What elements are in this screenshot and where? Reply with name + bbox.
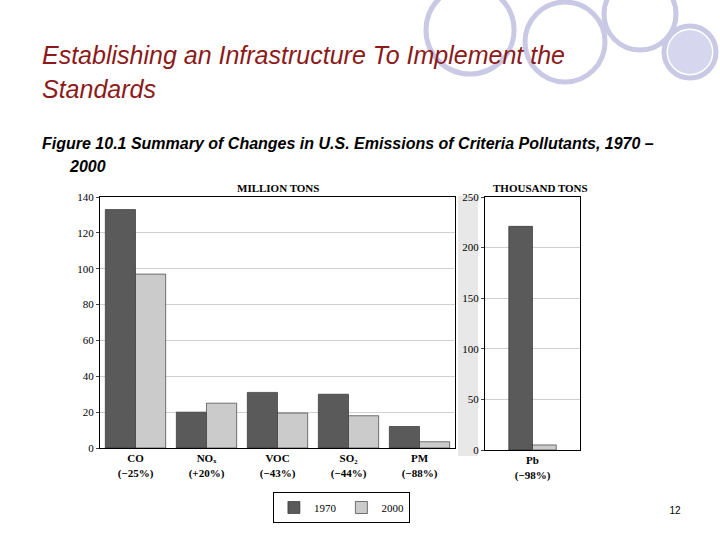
svg-text:50: 50 [468,393,480,405]
svg-text:CO(−25%): CO(−25%) [118,452,154,479]
svg-text:THOUSAND TONS: THOUSAND TONS [493,182,588,194]
svg-text:100: 100 [462,343,479,355]
svg-text:100: 100 [77,263,94,275]
html-text:12: 12 [669,505,681,516]
svg-text:MILLION TONS: MILLION TONS [237,182,319,194]
svg-text:1970: 1970 [314,502,337,514]
svg-text:Pb(−98%): Pb(−98%) [515,454,551,481]
svg-text:120: 120 [77,227,94,239]
svg-text:0: 0 [88,442,94,454]
svg-text:NOₓ(+20%): NOₓ(+20%) [189,452,225,479]
svg-text:PM(−88%): PM(−88%) [402,452,438,479]
svg-text:VOC(−43%): VOC(−43%) [260,452,296,479]
svg-text:2000: 2000 [381,502,404,514]
svg-text:140: 140 [77,191,94,203]
svg-text:200: 200 [462,241,479,253]
svg-text:0: 0 [473,444,479,456]
svg-text:20: 20 [83,406,95,418]
svg-text:150: 150 [462,292,479,304]
svg-text:80: 80 [83,298,95,310]
svg-text:250: 250 [462,191,479,203]
svg-text:40: 40 [83,370,95,382]
html-text:Figure 10.1 Summary of Changes: Figure 10.1 Summary of Changes in U.S. E… [42,135,654,175]
html-text:Establishing an Infrastructure: Establishing an Infrastructure To Implem… [42,41,565,103]
svg-text:60: 60 [83,334,95,346]
svg-text:SO₂(−44%): SO₂(−44%) [331,452,367,479]
